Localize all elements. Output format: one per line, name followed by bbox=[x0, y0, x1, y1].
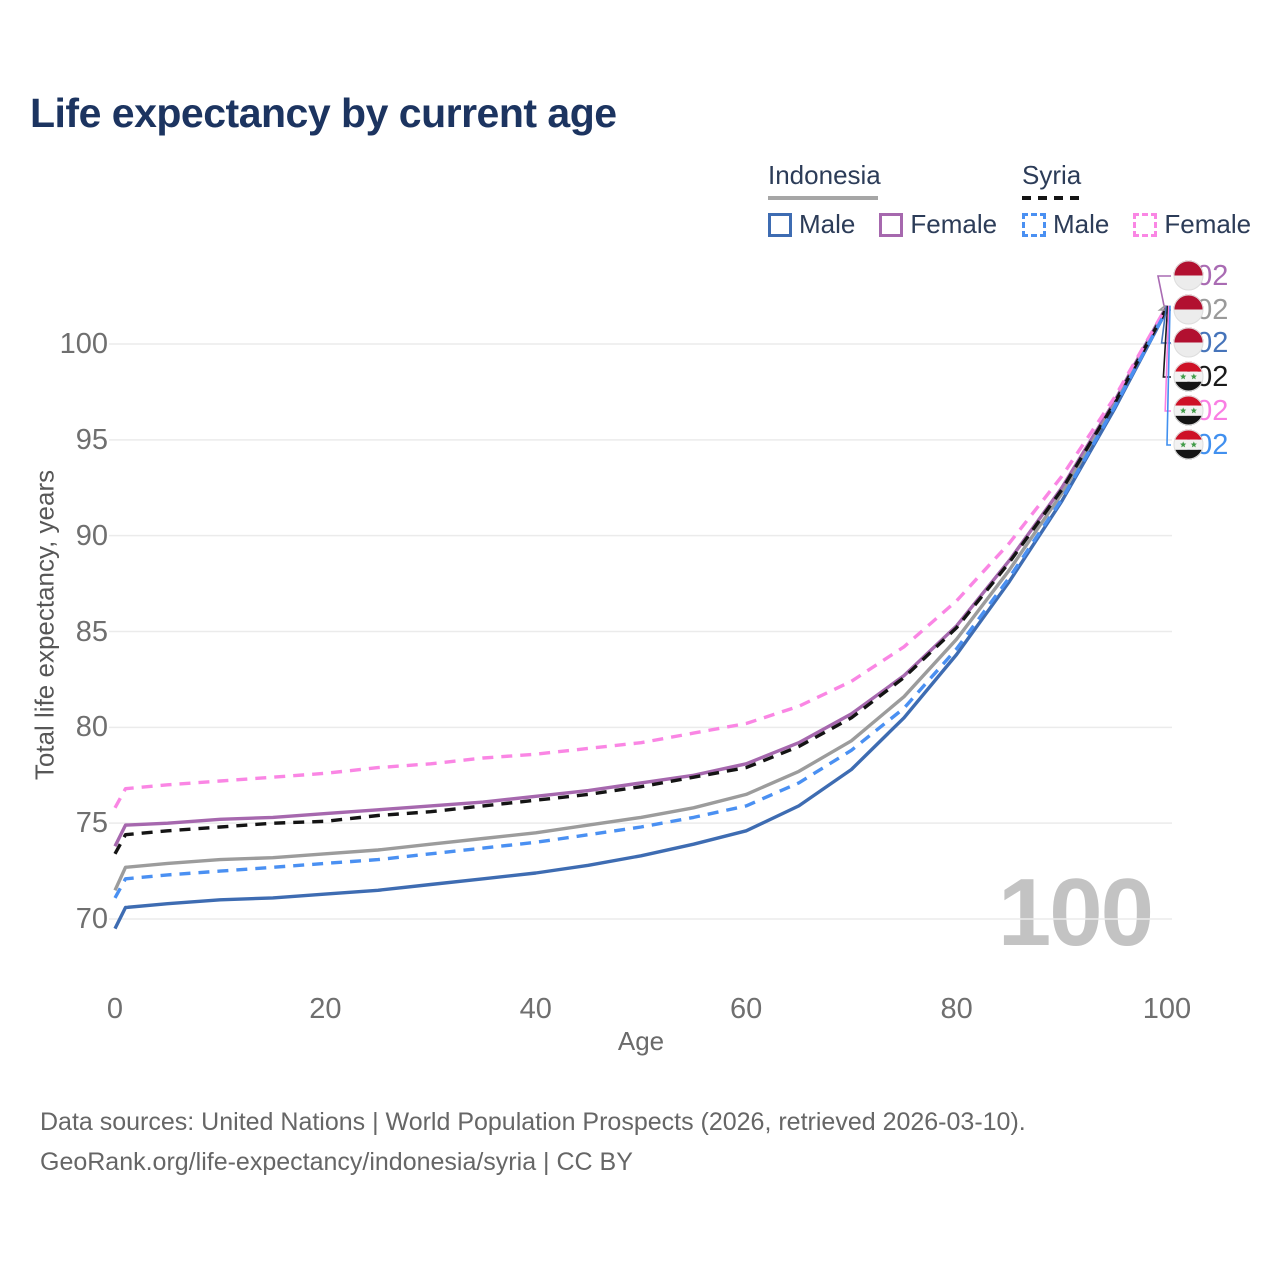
legend-swatch-indonesia-male bbox=[768, 212, 792, 237]
x-tick-label-0: 0 bbox=[106, 993, 124, 1025]
legend-group-indonesia: Indonesia Male Female bbox=[768, 160, 1021, 240]
series-line-indonesia-both-sexes bbox=[113, 306, 1169, 892]
series-line-indonesia-female bbox=[113, 304, 1169, 847]
end-label-indonesia-female: 102 bbox=[1173, 260, 1228, 293]
syria-flag-icon bbox=[1173, 361, 1204, 392]
y-tick-label-75: 75 bbox=[75, 807, 108, 840]
y-tick-label-100: 100 bbox=[59, 328, 108, 360]
footer-data-sources: Data sources: United Nations | World Pop… bbox=[40, 1108, 1026, 1136]
legend-item-syria-male[interactable]: Male bbox=[1022, 209, 1109, 240]
y-tick-label-70: 70 bbox=[75, 903, 108, 935]
series-line-indonesia-male bbox=[113, 308, 1169, 930]
x-tick-label-100: 100 bbox=[1142, 993, 1192, 1025]
legend-swatch-syria-male bbox=[1022, 212, 1046, 237]
indonesia-flag-icon bbox=[1173, 260, 1204, 291]
end-label-connector-0 bbox=[1157, 275, 1171, 306]
end-label-syria-male: 102 bbox=[1173, 429, 1228, 462]
legend-swatch-indonesia-female bbox=[879, 212, 904, 237]
end-label-indonesia-both-sexes: 102 bbox=[1173, 294, 1228, 327]
legend-indonesia-underline bbox=[768, 196, 878, 200]
syria-flag-icon bbox=[1173, 395, 1204, 426]
y-tick-label-90: 90 bbox=[75, 519, 108, 552]
x-tick-label-40: 40 bbox=[519, 993, 552, 1025]
x-axis-title: Age bbox=[617, 1026, 665, 1056]
legend-label-syria-male: Male bbox=[1053, 209, 1110, 239]
legend-group-indonesia-name: Indonesia bbox=[768, 160, 881, 190]
legend-item-indonesia-female[interactable]: Female bbox=[879, 209, 997, 240]
indonesia-flag-icon bbox=[1173, 327, 1204, 358]
page-title: Life expectancy by current age bbox=[30, 90, 617, 136]
end-label-connector-4 bbox=[1164, 305, 1171, 412]
legend-group-syria: Syria Male Female bbox=[1022, 160, 1275, 240]
x-tick-label-60: 60 bbox=[730, 993, 763, 1025]
footer-attribution: GeoRank.org/life-expectancy/indonesia/sy… bbox=[40, 1148, 633, 1176]
series-line-syria-female bbox=[113, 304, 1169, 809]
syria-flag-icon bbox=[1173, 429, 1204, 460]
y-tick-label-95: 95 bbox=[75, 423, 108, 456]
end-label-indonesia-male: 102 bbox=[1173, 327, 1228, 360]
current-age-watermark: 100 bbox=[997, 859, 1154, 966]
legend-item-indonesia-male[interactable]: Male bbox=[768, 209, 855, 240]
x-tick-label-20: 20 bbox=[309, 993, 342, 1025]
legend-swatch-syria-female bbox=[1133, 212, 1158, 237]
legend-label-indonesia-male: Male bbox=[799, 209, 856, 239]
y-tick-label-85: 85 bbox=[75, 615, 108, 648]
series-line-syria-male bbox=[113, 308, 1169, 899]
legend-label-indonesia-female: Female bbox=[910, 209, 998, 239]
legend-syria-underline bbox=[1022, 196, 1080, 200]
end-label-syria-both-sexes: 102 bbox=[1173, 361, 1228, 394]
end-label-syria-female: 102 bbox=[1173, 395, 1228, 428]
legend-label-syria-female: Female bbox=[1164, 209, 1252, 239]
legend-group-syria-name: Syria bbox=[1022, 160, 1082, 190]
legend-item-syria-female[interactable]: Female bbox=[1133, 209, 1251, 240]
y-tick-label-80: 80 bbox=[75, 711, 108, 744]
series-line-syria-both-sexes bbox=[113, 306, 1169, 855]
indonesia-flag-icon bbox=[1173, 294, 1204, 325]
end-label-connector-5 bbox=[1166, 305, 1171, 446]
x-tick-label-80: 80 bbox=[940, 993, 973, 1025]
